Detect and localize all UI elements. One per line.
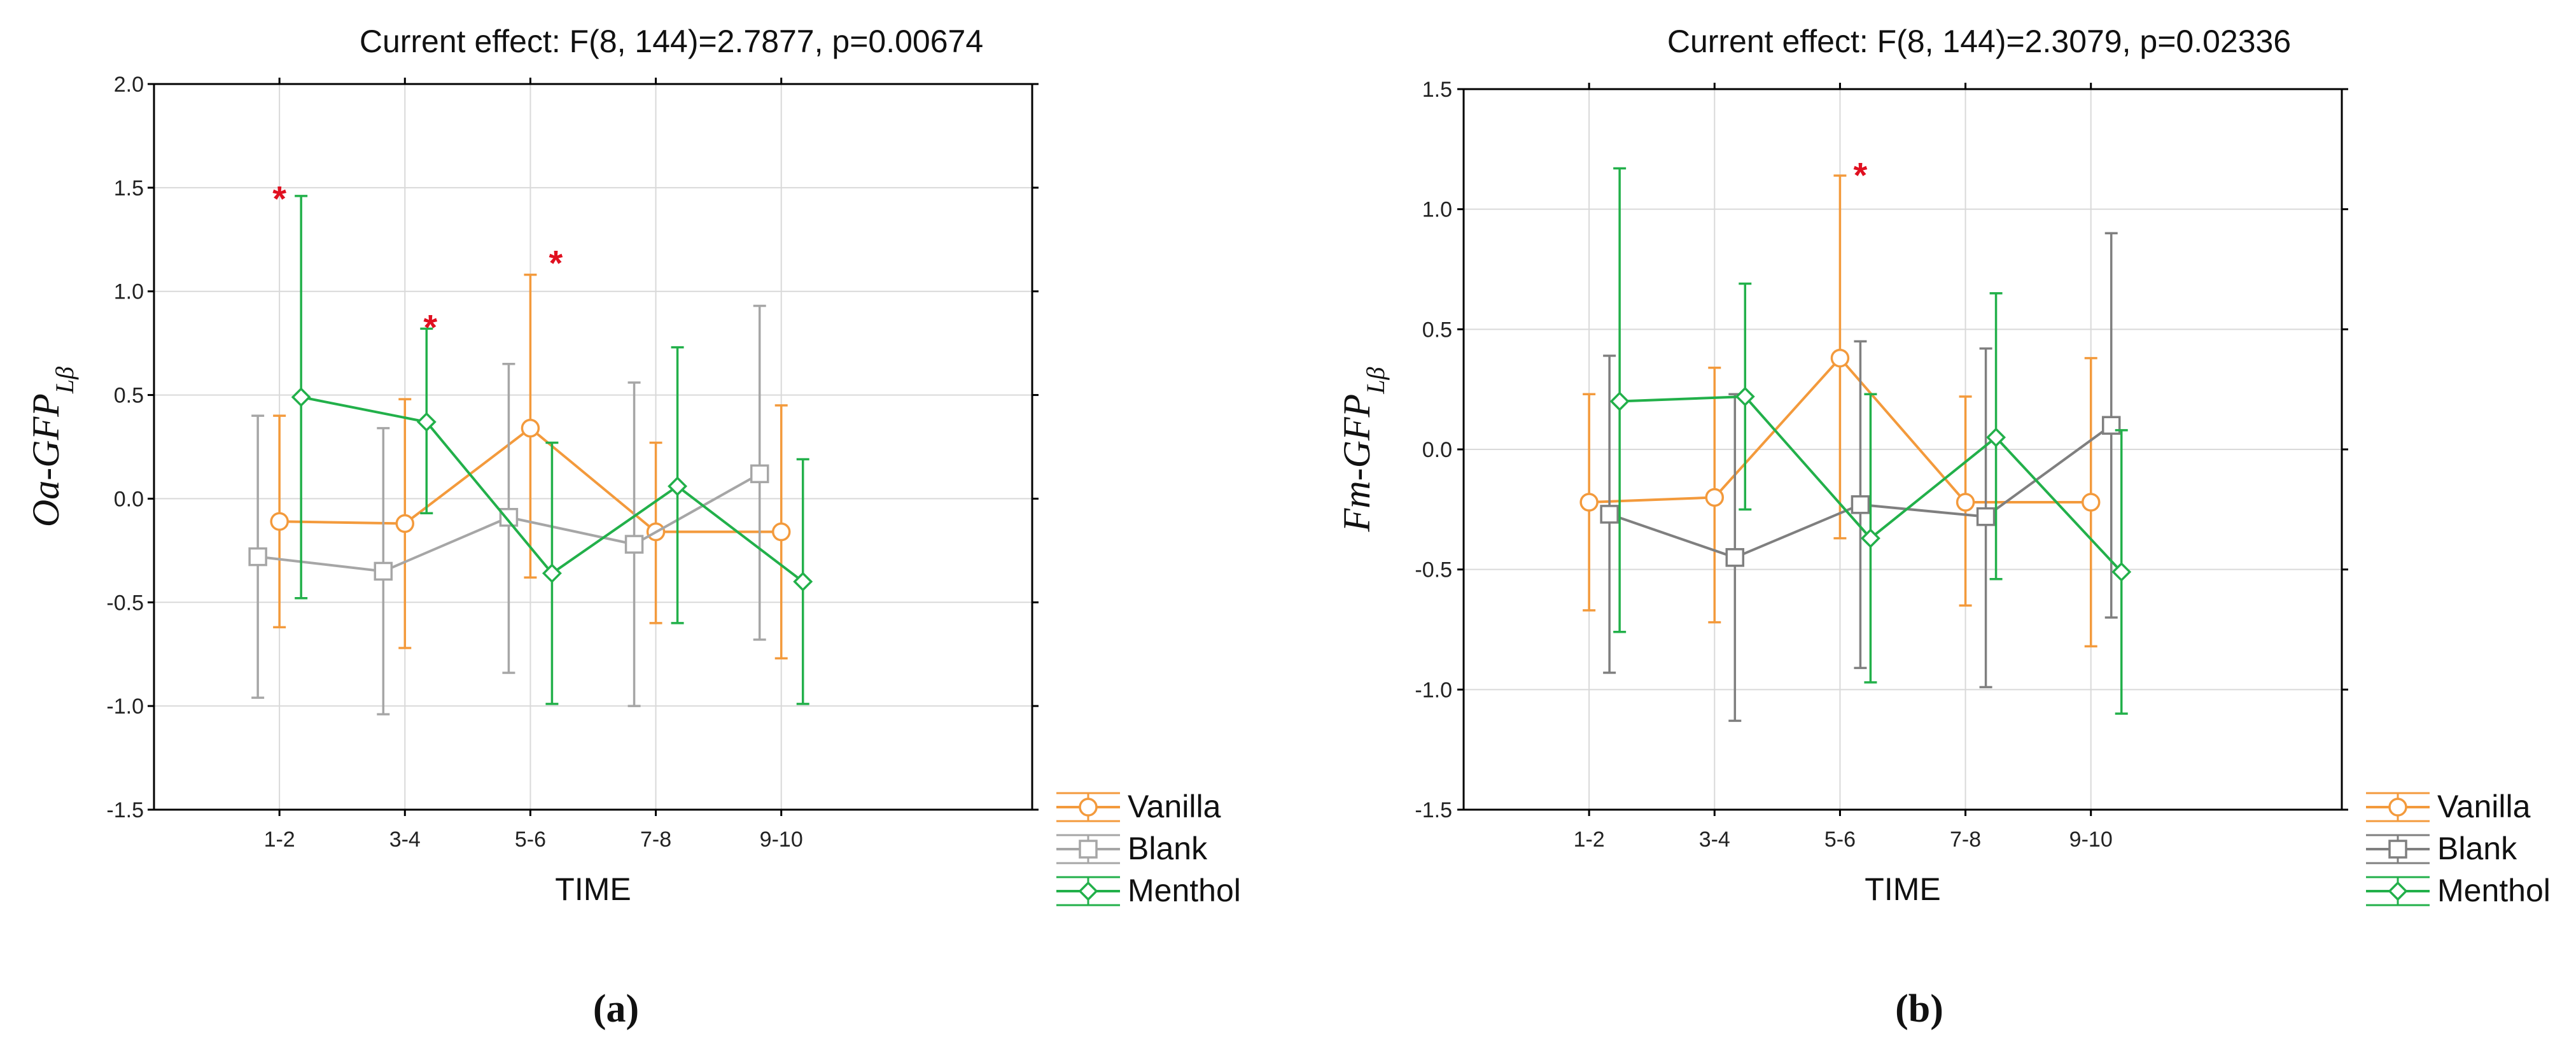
data-point <box>270 512 289 532</box>
significance-star: * <box>423 307 437 347</box>
legend-marker <box>1078 881 1098 901</box>
y-tick-label: -1.5 <box>1415 798 1452 822</box>
data-point <box>1600 505 1619 524</box>
data-point <box>1705 488 1725 507</box>
data-point <box>1851 495 1870 514</box>
data-point <box>668 476 688 496</box>
data-point <box>750 464 769 484</box>
y-tick-label: 1.0 <box>114 280 144 304</box>
x-tick-label: 7-8 <box>640 827 671 852</box>
y-tick-label: -0.5 <box>1415 558 1452 582</box>
legend: Vanilla Blank Menthol <box>1056 789 1241 908</box>
legend-label: Menthol <box>2437 873 2551 908</box>
data-point <box>793 572 813 592</box>
data-point <box>2081 493 2101 512</box>
data-point <box>1579 493 1599 512</box>
data-point <box>1860 528 1880 549</box>
y-tick-label: 0.5 <box>1422 318 1452 342</box>
panel-label: (b) <box>1895 987 1943 1031</box>
data-point <box>1735 386 1755 407</box>
x-tick-label: 5-6 <box>515 827 546 852</box>
chart-panel-1: -1.5 -1.0 -0.5 0.0 0.5 1.0 1.5 2.0 1-2 3-4 5-6 7-8 9… <box>25 24 1241 1031</box>
y-tick-label: 0.0 <box>114 487 144 511</box>
x-axis-label: TIME <box>555 871 631 907</box>
data-point <box>499 507 519 527</box>
legend-marker <box>1079 798 1098 817</box>
y-axis-label-main: Fm-GFP <box>1336 394 1378 533</box>
x-tick-label: 5-6 <box>1824 827 1856 852</box>
significance-star: * <box>1854 155 1868 195</box>
data-point <box>1830 348 1850 368</box>
y-tick-label: 1.0 <box>1422 198 1452 222</box>
y-tick-label: -1.0 <box>1415 678 1452 702</box>
data-point <box>1609 391 1630 412</box>
legend-marker <box>2388 840 2407 859</box>
data-point <box>1725 548 1745 567</box>
legend-label: Vanilla <box>2437 789 2531 824</box>
chart-title: Current effect: F(8, 144)=2.3079, p=0.02… <box>1667 24 2291 59</box>
data-point <box>1956 493 1975 512</box>
legend-label: Blank <box>2437 831 2517 866</box>
y-tick-label: 1.5 <box>1422 78 1452 102</box>
y-tick-label: 0.0 <box>1422 438 1452 462</box>
legend-marker <box>1079 840 1098 859</box>
data-point <box>1986 427 2006 447</box>
y-tick-label: 1.5 <box>114 176 144 201</box>
y-axis-label: Fm-GFPLβ <box>1336 367 1390 533</box>
series-menthol <box>1609 167 2132 715</box>
y-tick-label: 2.0 <box>114 73 144 97</box>
y-axis-label: Oa-GFPLβ <box>25 367 79 527</box>
legend-label: Blank <box>1128 831 1208 866</box>
data-point <box>771 522 791 542</box>
data-point <box>2111 561 2132 582</box>
y-tick-label: -1.5 <box>106 798 144 822</box>
x-axis-label: TIME <box>1865 871 1940 907</box>
data-point <box>542 563 562 584</box>
x-tick-label: 9-10 <box>760 827 803 852</box>
legend-label: Vanilla <box>1128 789 1221 824</box>
y-axis-label-sub: Lβ <box>1361 367 1390 395</box>
x-tick-label: 1-2 <box>264 827 295 852</box>
series-blank <box>1600 232 2121 722</box>
y-tick-label: 0.5 <box>114 384 144 408</box>
x-tick-label: 3-4 <box>1699 827 1730 852</box>
y-axis-label-main: Oa-GFP <box>25 393 67 527</box>
legend-marker <box>2388 881 2408 901</box>
legend-label: Menthol <box>1128 873 1241 908</box>
legend-marker <box>2388 798 2407 817</box>
data-point <box>248 547 267 567</box>
panel-label: (a) <box>593 987 639 1031</box>
chart-title: Current effect: F(8, 144)=2.7877, p=0.00… <box>360 24 983 59</box>
significance-star: * <box>272 178 286 218</box>
data-point <box>624 535 644 554</box>
significance-star: * <box>549 243 563 283</box>
x-tick-label: 9-10 <box>2069 827 2113 852</box>
data-point <box>395 514 415 533</box>
data-point <box>416 412 437 432</box>
y-axis-label-sub: Lβ <box>50 367 79 394</box>
legend: Vanilla Blank Menthol <box>2366 789 2551 908</box>
series-menthol <box>291 195 813 705</box>
data-point <box>374 561 393 581</box>
y-tick-label: -0.5 <box>106 591 144 615</box>
series-blank <box>248 304 769 715</box>
data-point <box>1976 507 1996 526</box>
plot-frame <box>153 83 1033 811</box>
data-point <box>291 387 311 407</box>
chart-panel-2: -1.5 -1.0 -0.5 0.0 0.5 1.0 1.5 1-2 3-4 5-6 7-8 9-10… <box>1336 24 2551 1031</box>
y-tick-label: -1.0 <box>106 694 144 719</box>
x-tick-label: 3-4 <box>389 827 421 852</box>
x-tick-label: 1-2 <box>1574 827 1605 852</box>
x-tick-label: 7-8 <box>1950 827 1981 852</box>
data-point <box>521 418 540 438</box>
